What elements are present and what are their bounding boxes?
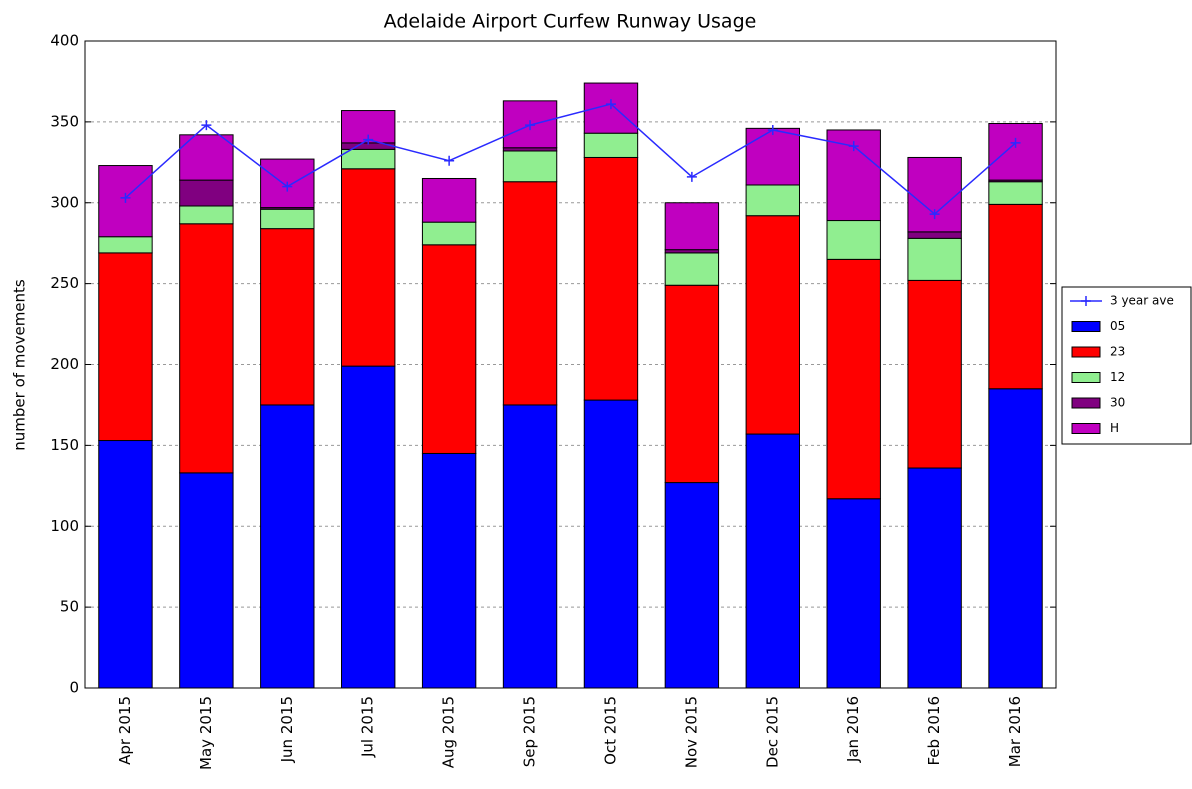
- y-tick-label: 300: [50, 193, 79, 211]
- bar-segment: [664, 252, 720, 286]
- bar-segment: [583, 132, 639, 158]
- legend-label: 23: [1110, 345, 1125, 359]
- bar-segment: [260, 228, 315, 406]
- y-tick-label: 150: [50, 436, 79, 454]
- legend-label: 30: [1110, 396, 1125, 410]
- line-marker: [201, 120, 212, 131]
- x-tick-label: Jan 2016: [844, 696, 862, 763]
- y-tick-label: 0: [69, 679, 79, 697]
- bar-segment: [907, 279, 962, 469]
- line-marker: [363, 134, 374, 145]
- bar-segment: [98, 236, 153, 254]
- bar-segment: [826, 498, 881, 689]
- bar-segment: [907, 467, 962, 689]
- bar-segment: [502, 404, 558, 689]
- x-tick-label: Mar 2016: [1006, 696, 1024, 767]
- legend-swatch: [1071, 321, 1101, 332]
- legend-label: 3 year ave: [1110, 294, 1174, 308]
- line-marker: [848, 141, 859, 152]
- legend-label: 12: [1110, 370, 1125, 384]
- bar-segment: [907, 237, 962, 281]
- line-marker: [120, 192, 131, 203]
- bar-segment: [421, 452, 477, 689]
- bar-segment: [98, 252, 153, 442]
- bar-segment: [988, 122, 1043, 181]
- legend-label: H: [1110, 421, 1119, 435]
- bar-segment: [988, 181, 1043, 205]
- line-marker: [929, 209, 940, 220]
- x-tick-label: Dec 2015: [763, 696, 781, 768]
- bar-segment: [583, 399, 639, 689]
- bar-segment: [179, 134, 234, 181]
- x-tick-label: Jun 2015: [278, 696, 296, 763]
- bar-segment: [260, 404, 315, 689]
- bar-segment: [664, 482, 720, 689]
- legend-box: [1061, 286, 1192, 445]
- bar-segment: [260, 208, 315, 230]
- bar-segment: [179, 472, 234, 689]
- bar-segment: [745, 433, 800, 689]
- y-tick-label: 200: [50, 355, 79, 373]
- bar-segment: [745, 215, 800, 435]
- bar-segment: [988, 203, 1043, 390]
- y-axis-label: number of movements: [11, 279, 29, 451]
- bar-segment: [179, 179, 234, 207]
- bar-segment: [421, 221, 477, 246]
- y-tick-label: 250: [50, 274, 79, 292]
- bar-segment: [502, 150, 558, 183]
- y-tick-label: 100: [50, 517, 79, 535]
- x-tick-label: May 2015: [197, 696, 215, 770]
- legend-swatch: [1071, 346, 1101, 358]
- legend-swatch: [1071, 397, 1101, 409]
- bar-segment: [179, 205, 234, 225]
- line-marker: [605, 99, 616, 110]
- bar-segment: [421, 244, 477, 454]
- bar-segment: [664, 284, 720, 484]
- x-tick-label: Nov 2015: [682, 696, 700, 768]
- y-tick-label: 350: [50, 112, 79, 130]
- legend-label: 05: [1110, 319, 1125, 333]
- x-tick-label: Aug 2015: [440, 696, 458, 768]
- bar-segment: [826, 220, 881, 260]
- legend-swatch: [1071, 423, 1101, 434]
- bar-segment: [98, 440, 153, 689]
- line-marker: [767, 124, 778, 135]
- x-tick-label: Feb 2016: [925, 696, 943, 766]
- x-tick-label: Jul 2015: [359, 696, 377, 758]
- line: [124, 103, 1017, 216]
- bar-segment: [341, 168, 396, 367]
- line-marker: [686, 171, 697, 182]
- bar-segment: [421, 177, 477, 223]
- x-tick-label: Sep 2015: [521, 696, 539, 767]
- bar-segment: [988, 388, 1043, 689]
- bar-segment: [907, 156, 962, 233]
- y-tick-label: 50: [60, 598, 79, 616]
- bar-segment: [907, 231, 962, 239]
- line-marker: [525, 120, 536, 131]
- bar-segment: [341, 148, 396, 170]
- bar-segment: [745, 184, 800, 217]
- line-marker: [444, 155, 455, 166]
- x-tick-label: Oct 2015: [601, 696, 619, 765]
- y-tick-label: 400: [50, 32, 79, 50]
- bar-segment: [664, 202, 720, 251]
- bar-segment: [502, 181, 558, 406]
- bar-segment: [745, 127, 800, 186]
- x-tick-label: Apr 2015: [116, 696, 134, 765]
- bar-segment: [583, 156, 639, 401]
- chart-title: Adelaide Airport Curfew Runway Usage: [384, 11, 757, 33]
- line-marker: [282, 181, 293, 192]
- bar-segment: [341, 365, 396, 689]
- legend-swatch: [1071, 372, 1101, 383]
- bar-segment: [826, 258, 881, 500]
- line-marker: [1010, 137, 1021, 148]
- legend-marker: [1081, 296, 1091, 306]
- bar-segment: [179, 223, 234, 474]
